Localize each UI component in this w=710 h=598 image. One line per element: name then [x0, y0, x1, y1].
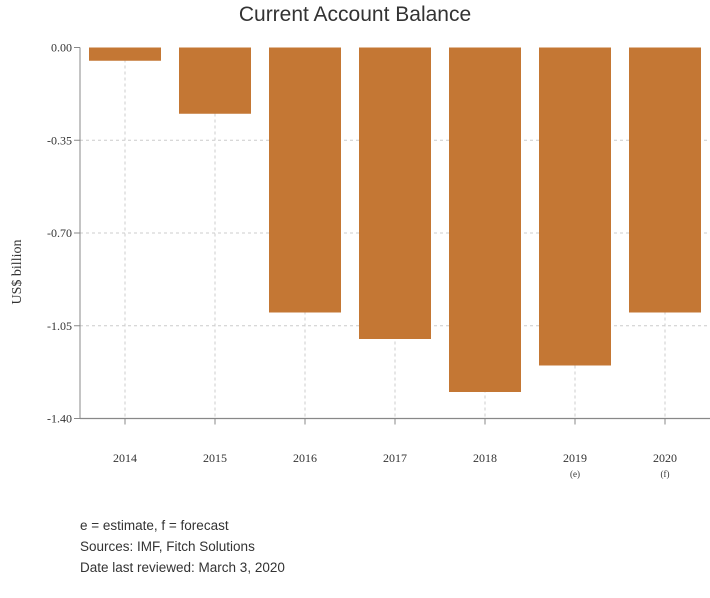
x-tick-sublabel: (e): [570, 469, 580, 479]
x-tick-label: 2018: [473, 451, 497, 465]
y-tick-label: -0.35: [47, 133, 72, 147]
bar-2019: [539, 47, 611, 366]
x-tick-label: 2020: [653, 451, 677, 465]
bar-2014: [89, 47, 161, 61]
chart-title: Current Account Balance: [239, 3, 471, 26]
y-axis-title: US$ billion: [10, 240, 25, 305]
x-tick-label: 2014: [113, 451, 137, 465]
y-tick-label: -1.40: [47, 412, 72, 426]
bar-2020: [629, 47, 701, 313]
bar-2018: [449, 47, 521, 392]
x-tick-label: 2015: [203, 451, 227, 465]
bar-2015: [179, 47, 251, 114]
notes-legend: e = estimate, f = forecast: [80, 518, 229, 533]
x-tick-sublabel: (f): [661, 469, 670, 479]
bar-2016: [269, 47, 341, 313]
y-tick-label: -0.70: [47, 226, 72, 240]
tick-labels: 0.00 -0.35 -0.70 -1.05 -1.40 2014 2015 2016 2017…: [47, 41, 677, 480]
axes: [74, 47, 710, 425]
bars: [89, 47, 701, 392]
chart-notes: e = estimate, f = forecast Sources: IMF,…: [80, 515, 285, 578]
y-tick-label: 0.00: [51, 41, 72, 55]
bar-2017: [359, 47, 431, 339]
y-tick-label: -1.05: [47, 319, 72, 333]
x-tick-label: 2017: [383, 451, 407, 465]
notes-date-reviewed: Date last reviewed: March 3, 2020: [80, 560, 285, 575]
x-tick-label: 2016: [293, 451, 317, 465]
notes-sources: Sources: IMF, Fitch Solutions: [80, 539, 255, 554]
x-tick-label: 2019: [563, 451, 587, 465]
